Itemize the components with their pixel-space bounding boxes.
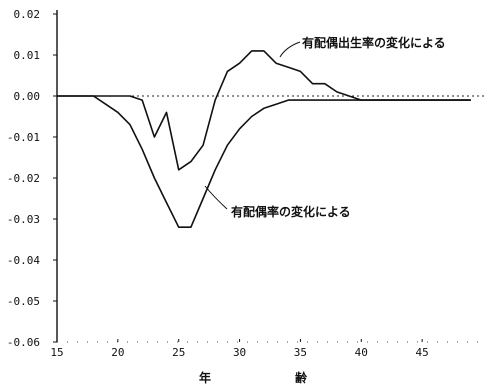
x-tick-label: 45 (416, 346, 429, 359)
x-axis-label-char-1: 齢 (295, 370, 308, 385)
y-tick-label: -0.04 (7, 254, 40, 267)
annotation-leader-0 (279, 41, 301, 58)
y-tick-label: -0.06 (7, 336, 40, 349)
annotation-0: 有配偶出生率の変化による (302, 35, 446, 50)
series-line-1 (57, 95, 471, 228)
y-tick-label: 0.02 (14, 8, 41, 21)
annotation-1: 有配偶率の変化による (231, 204, 351, 219)
series-line-0 (57, 50, 471, 171)
y-tick-label: -0.03 (7, 213, 40, 226)
y-tick-label: -0.02 (7, 172, 40, 185)
x-tick-label: 25 (172, 346, 185, 359)
y-tick-label: -0.01 (7, 131, 40, 144)
annotations: 有配偶出生率の変化による 有配偶率の変化による (204, 35, 446, 219)
y-tick-label: 0.00 (14, 90, 41, 103)
x-axis: 15 20 25 30 35 40 45 (50, 339, 487, 359)
x-axis-label: 年 齢 (199, 370, 308, 385)
x-tick-label: 15 (50, 346, 63, 359)
x-tick-label: 35 (294, 346, 307, 359)
x-tick-label: 20 (111, 346, 124, 359)
y-tick-label: -0.05 (7, 295, 40, 308)
annotation-leader-1 (204, 185, 228, 210)
series-group (57, 50, 487, 228)
x-tick-label: 30 (233, 346, 246, 359)
x-tick-label: 40 (355, 346, 368, 359)
x-axis-label-char-0: 年 (199, 370, 211, 385)
y-axis: 0.02 0.01 0.00 -0.01 -0.02 -0.03 -0.04 -0.05 -0.… (7, 8, 58, 349)
y-tick-label: 0.01 (14, 49, 41, 62)
